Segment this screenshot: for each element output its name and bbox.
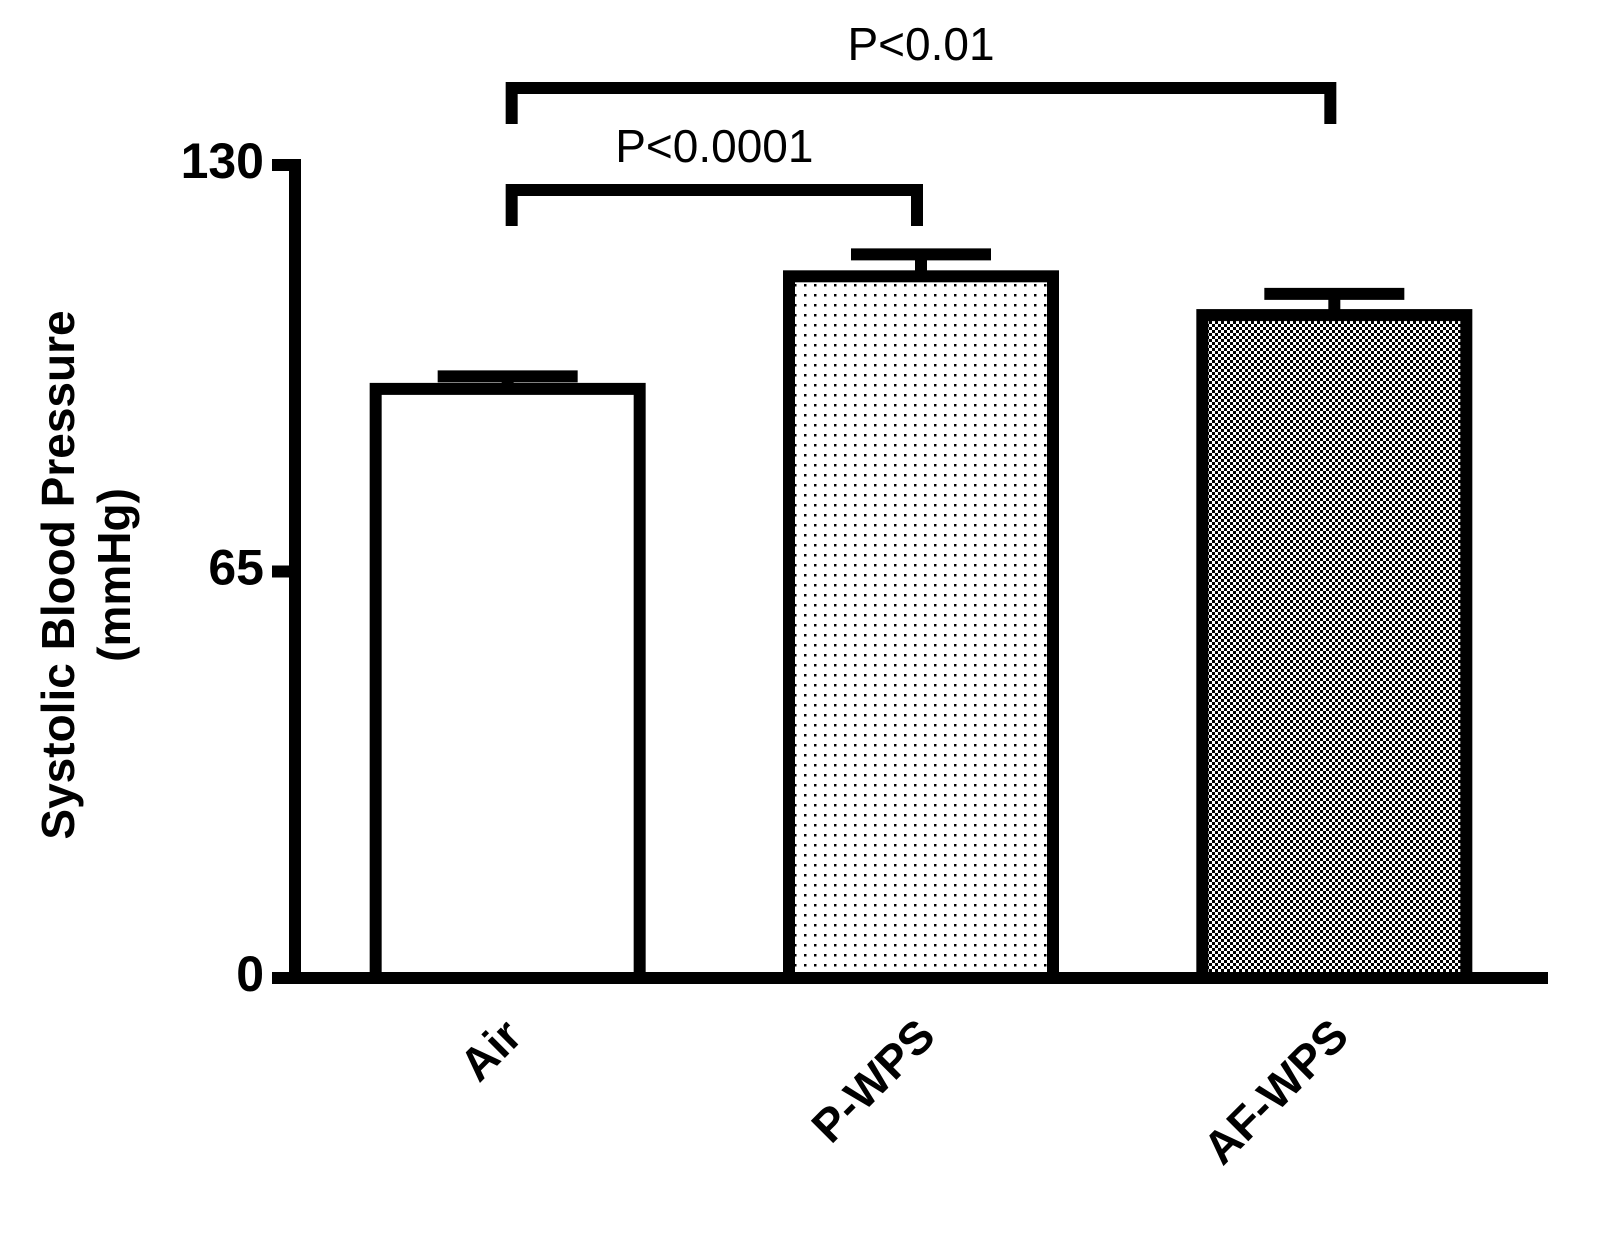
x-tick-label: Air (449, 1009, 531, 1091)
x-tick-label: P-WPS (801, 1009, 944, 1152)
y-tick-label: 0 (236, 946, 264, 1002)
y-tick-label: 130 (181, 133, 264, 189)
bar (369, 382, 646, 984)
significance-bracket (505, 184, 923, 226)
y-tick-label: 65 (208, 540, 264, 596)
y-axis-label: (mmHg) (88, 488, 140, 662)
y-axis-label: Systolic Blood Pressure (32, 310, 84, 839)
significance-label: P<0.01 (847, 18, 994, 70)
x-tick-label: AF-WPS (1193, 1009, 1358, 1174)
bar (1196, 309, 1473, 985)
significance-label: P<0.0001 (615, 120, 813, 172)
significance-bracket (505, 82, 1337, 124)
bar (783, 270, 1059, 984)
